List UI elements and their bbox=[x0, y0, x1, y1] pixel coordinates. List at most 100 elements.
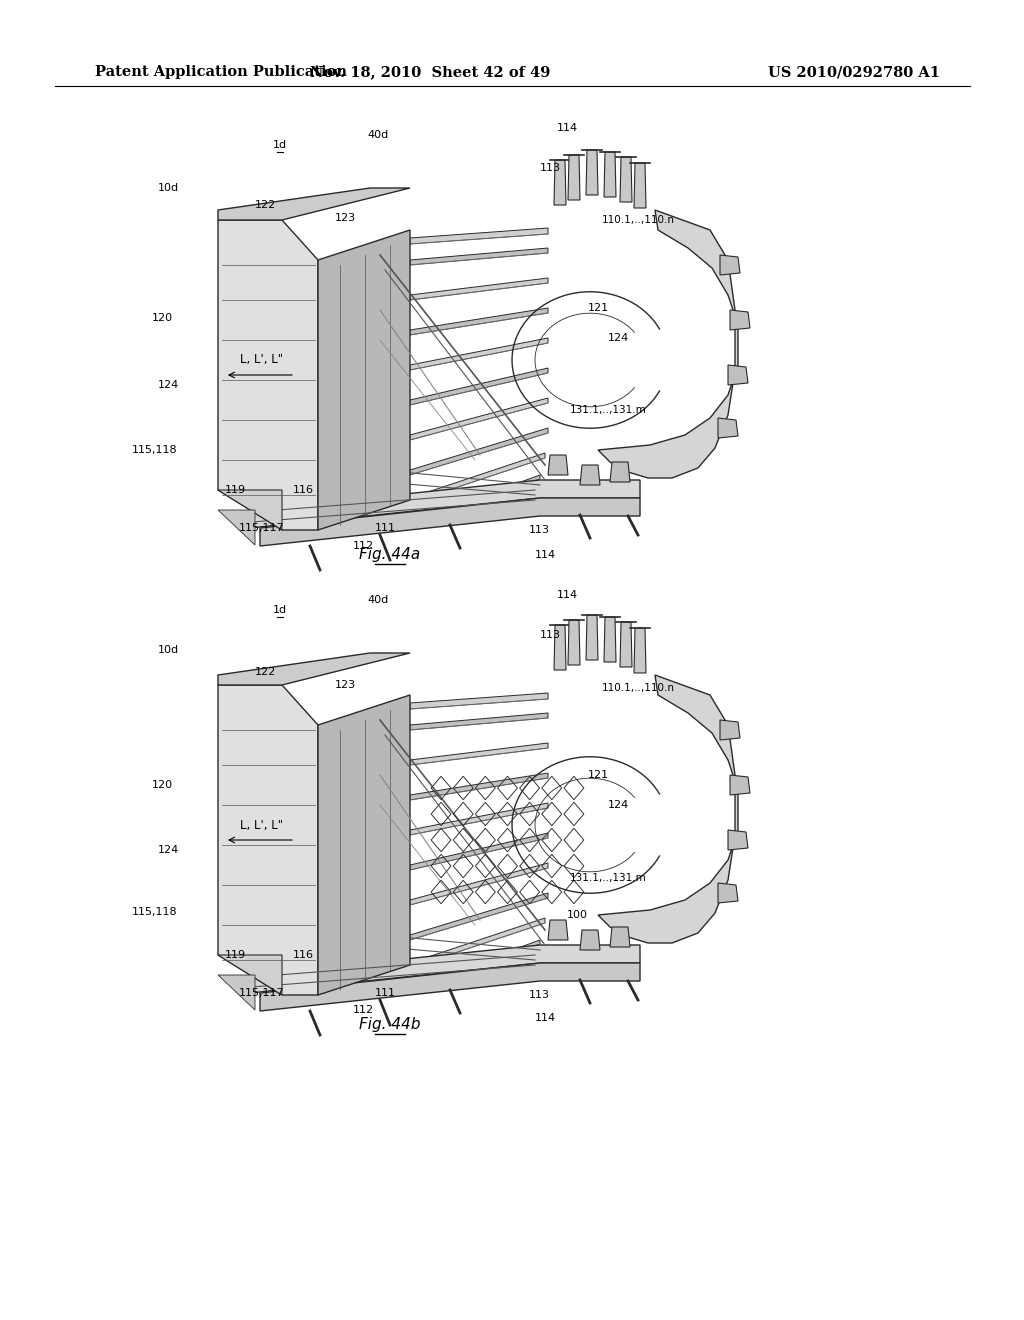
Polygon shape bbox=[586, 615, 598, 660]
Text: 113: 113 bbox=[540, 162, 560, 173]
Text: 123: 123 bbox=[335, 680, 355, 690]
Text: 115,118: 115,118 bbox=[132, 445, 178, 455]
Polygon shape bbox=[718, 883, 738, 903]
Text: 1d: 1d bbox=[273, 605, 287, 615]
Polygon shape bbox=[598, 675, 738, 942]
Text: 115,117: 115,117 bbox=[240, 987, 285, 998]
Polygon shape bbox=[218, 490, 282, 531]
Polygon shape bbox=[610, 462, 630, 482]
Polygon shape bbox=[250, 480, 640, 528]
Polygon shape bbox=[260, 964, 640, 1011]
Polygon shape bbox=[410, 940, 540, 991]
Text: 110.1,..,110.n: 110.1,..,110.n bbox=[601, 682, 675, 693]
Polygon shape bbox=[218, 510, 255, 545]
Text: Nov. 18, 2010  Sheet 42 of 49: Nov. 18, 2010 Sheet 42 of 49 bbox=[310, 65, 550, 79]
Text: 10d: 10d bbox=[158, 645, 178, 655]
Polygon shape bbox=[410, 803, 548, 836]
Polygon shape bbox=[218, 954, 282, 995]
Text: 116: 116 bbox=[293, 950, 313, 960]
Text: 112: 112 bbox=[352, 1005, 374, 1015]
Polygon shape bbox=[318, 230, 410, 531]
Text: 122: 122 bbox=[254, 667, 275, 677]
Text: 124: 124 bbox=[158, 845, 178, 855]
Polygon shape bbox=[410, 399, 548, 440]
Polygon shape bbox=[634, 628, 646, 673]
Polygon shape bbox=[620, 622, 632, 667]
Text: 124: 124 bbox=[607, 800, 629, 810]
Text: 1d: 1d bbox=[273, 140, 287, 150]
Text: 115,118: 115,118 bbox=[132, 907, 178, 917]
Text: 120: 120 bbox=[152, 780, 173, 789]
Text: 121: 121 bbox=[588, 770, 608, 780]
Text: 114: 114 bbox=[535, 550, 556, 560]
Polygon shape bbox=[720, 719, 740, 741]
Polygon shape bbox=[720, 255, 740, 275]
Polygon shape bbox=[218, 975, 255, 1010]
Polygon shape bbox=[410, 248, 548, 265]
Polygon shape bbox=[604, 152, 616, 197]
Polygon shape bbox=[580, 931, 600, 950]
Text: 116: 116 bbox=[293, 484, 313, 495]
Text: 114: 114 bbox=[556, 590, 578, 601]
Text: 40d: 40d bbox=[368, 129, 389, 140]
Polygon shape bbox=[410, 475, 540, 525]
Polygon shape bbox=[410, 743, 548, 766]
Text: 123: 123 bbox=[335, 213, 355, 223]
Text: 114: 114 bbox=[535, 1012, 556, 1023]
Polygon shape bbox=[586, 150, 598, 195]
Text: Fig. 44b: Fig. 44b bbox=[359, 1018, 421, 1032]
Text: 131.1,..,131.m: 131.1,..,131.m bbox=[569, 873, 646, 883]
Polygon shape bbox=[634, 162, 646, 209]
Polygon shape bbox=[598, 210, 738, 478]
Polygon shape bbox=[620, 157, 632, 202]
Polygon shape bbox=[218, 685, 318, 995]
Text: 110.1,..,110.n: 110.1,..,110.n bbox=[601, 215, 675, 224]
Text: 122: 122 bbox=[254, 201, 275, 210]
Polygon shape bbox=[410, 308, 548, 335]
Polygon shape bbox=[218, 187, 410, 220]
Polygon shape bbox=[410, 833, 548, 870]
Text: L, L', L": L, L', L" bbox=[241, 354, 284, 367]
Polygon shape bbox=[568, 154, 580, 201]
Polygon shape bbox=[554, 624, 566, 671]
Polygon shape bbox=[410, 368, 548, 405]
Polygon shape bbox=[410, 428, 548, 475]
Text: Patent Application Publication: Patent Application Publication bbox=[95, 65, 347, 79]
Polygon shape bbox=[580, 465, 600, 484]
Text: 131.1,..,131.m: 131.1,..,131.m bbox=[569, 405, 646, 414]
Text: 120: 120 bbox=[152, 313, 173, 323]
Text: 124: 124 bbox=[607, 333, 629, 343]
Text: US 2010/0292780 A1: US 2010/0292780 A1 bbox=[768, 65, 940, 79]
Polygon shape bbox=[604, 616, 616, 663]
Polygon shape bbox=[410, 863, 548, 906]
Polygon shape bbox=[318, 696, 410, 995]
Polygon shape bbox=[548, 455, 568, 475]
Text: 112: 112 bbox=[352, 541, 374, 550]
Text: 111: 111 bbox=[375, 987, 395, 998]
Polygon shape bbox=[410, 917, 545, 968]
Polygon shape bbox=[260, 498, 640, 546]
Text: 40d: 40d bbox=[368, 595, 389, 605]
Polygon shape bbox=[410, 693, 548, 709]
Polygon shape bbox=[218, 220, 318, 531]
Polygon shape bbox=[218, 653, 410, 685]
Polygon shape bbox=[410, 279, 548, 300]
Text: 10d: 10d bbox=[158, 183, 178, 193]
Polygon shape bbox=[718, 418, 738, 438]
Polygon shape bbox=[728, 830, 748, 850]
Polygon shape bbox=[250, 945, 640, 993]
Text: 114: 114 bbox=[556, 123, 578, 133]
Polygon shape bbox=[410, 228, 548, 244]
Text: 100: 100 bbox=[566, 909, 588, 920]
Polygon shape bbox=[548, 920, 568, 940]
Text: 119: 119 bbox=[224, 950, 246, 960]
Text: 119: 119 bbox=[224, 484, 246, 495]
Text: 124: 124 bbox=[158, 380, 178, 389]
Text: 121: 121 bbox=[588, 304, 608, 313]
Text: 113: 113 bbox=[528, 525, 550, 535]
Polygon shape bbox=[410, 713, 548, 730]
Text: L, L', L": L, L', L" bbox=[241, 818, 284, 832]
Polygon shape bbox=[730, 310, 750, 330]
Text: 111: 111 bbox=[375, 523, 395, 533]
Polygon shape bbox=[410, 338, 548, 370]
